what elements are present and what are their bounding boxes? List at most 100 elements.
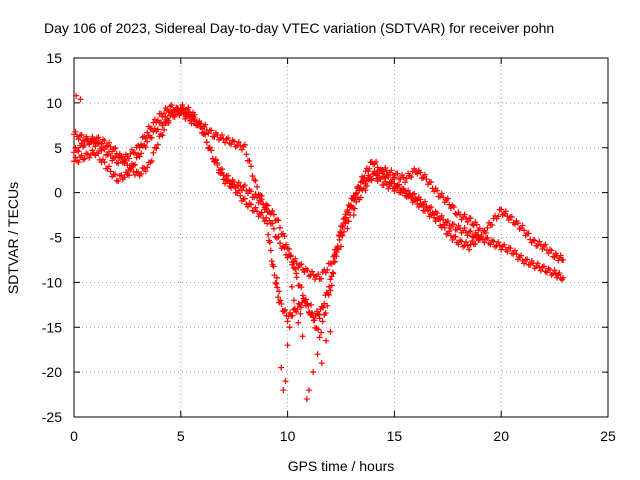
data-point [511, 221, 518, 228]
data-point [237, 192, 244, 199]
data-point [244, 190, 251, 197]
data-point [153, 145, 160, 152]
data-point [281, 244, 288, 251]
data-point [293, 260, 300, 267]
data-point [86, 154, 93, 161]
data-point [542, 241, 549, 248]
data-point [495, 213, 502, 220]
outlier-point [338, 243, 344, 250]
data-point [388, 180, 395, 187]
data-point [440, 194, 447, 201]
data-point [351, 205, 358, 212]
data-point [71, 149, 77, 156]
data-point [211, 133, 218, 140]
data-point [101, 159, 108, 166]
data-point [295, 300, 302, 307]
data-point [496, 242, 503, 249]
data-point [132, 150, 139, 157]
data-point [280, 308, 287, 315]
data-point [391, 174, 398, 181]
data-point [218, 165, 225, 172]
data-point [450, 204, 457, 211]
data-point [289, 312, 296, 319]
data-point [450, 221, 457, 228]
data-point [179, 101, 186, 108]
data-point [484, 234, 491, 241]
data-point [272, 279, 279, 286]
data-point [440, 216, 447, 223]
data-point [341, 219, 348, 226]
y-tick-label: -10 [42, 274, 62, 290]
x-tick-label: 20 [493, 428, 509, 444]
data-point [125, 172, 132, 179]
data-point [274, 284, 281, 291]
data-point [394, 183, 401, 190]
data-point [278, 300, 285, 307]
data-point [75, 136, 82, 143]
data-point [299, 292, 306, 299]
data-point [527, 262, 534, 269]
data-point [397, 176, 404, 183]
data-point [446, 228, 453, 235]
data-point [325, 291, 332, 298]
data-point [247, 163, 254, 170]
data-point [263, 214, 270, 221]
y-tick-label: -15 [42, 319, 62, 335]
data-point [244, 203, 251, 210]
data-point [72, 128, 79, 135]
data-point [286, 246, 293, 253]
data-point [434, 187, 441, 194]
outlier-point [297, 310, 304, 317]
data-point [321, 300, 328, 307]
outlier-point [295, 319, 302, 326]
data-point [328, 282, 335, 289]
data-point [292, 255, 299, 262]
data-point [363, 177, 370, 184]
outlier-point [73, 92, 80, 99]
data-point [489, 221, 496, 228]
outlier-point [280, 387, 287, 394]
data-point [414, 197, 421, 204]
data-point [208, 147, 215, 154]
data-point [75, 148, 82, 155]
data-point [276, 240, 283, 247]
data-point [301, 269, 308, 276]
data-point [269, 220, 276, 227]
data-point [484, 224, 491, 231]
data-point [324, 302, 331, 309]
data-point [472, 240, 479, 247]
data-point [154, 126, 161, 133]
data-point [254, 208, 261, 215]
data-point [144, 164, 151, 171]
data-point [362, 180, 369, 187]
data-point [371, 169, 378, 176]
data-point [361, 174, 368, 181]
data-point [504, 213, 511, 220]
data-point [275, 217, 282, 224]
data-point [270, 211, 277, 218]
data-point [304, 267, 311, 274]
data-point [180, 105, 187, 112]
data-point [159, 122, 166, 129]
data-point [519, 222, 526, 229]
outlier-point [316, 315, 323, 322]
data-point [78, 131, 85, 138]
data-point [98, 140, 105, 147]
data-point [560, 256, 567, 263]
outlier-point [350, 212, 357, 219]
data-point [101, 146, 108, 153]
data-point [324, 266, 331, 273]
data-point [461, 211, 468, 218]
data-point [345, 218, 352, 225]
data-point [107, 168, 114, 175]
data-point [86, 141, 93, 148]
data-point [388, 167, 395, 174]
data-point [78, 140, 85, 147]
data-point [487, 241, 494, 248]
data-point [266, 217, 273, 224]
data-point [254, 183, 261, 190]
data-point [284, 254, 291, 261]
data-point [421, 198, 428, 205]
data-point [343, 214, 350, 221]
